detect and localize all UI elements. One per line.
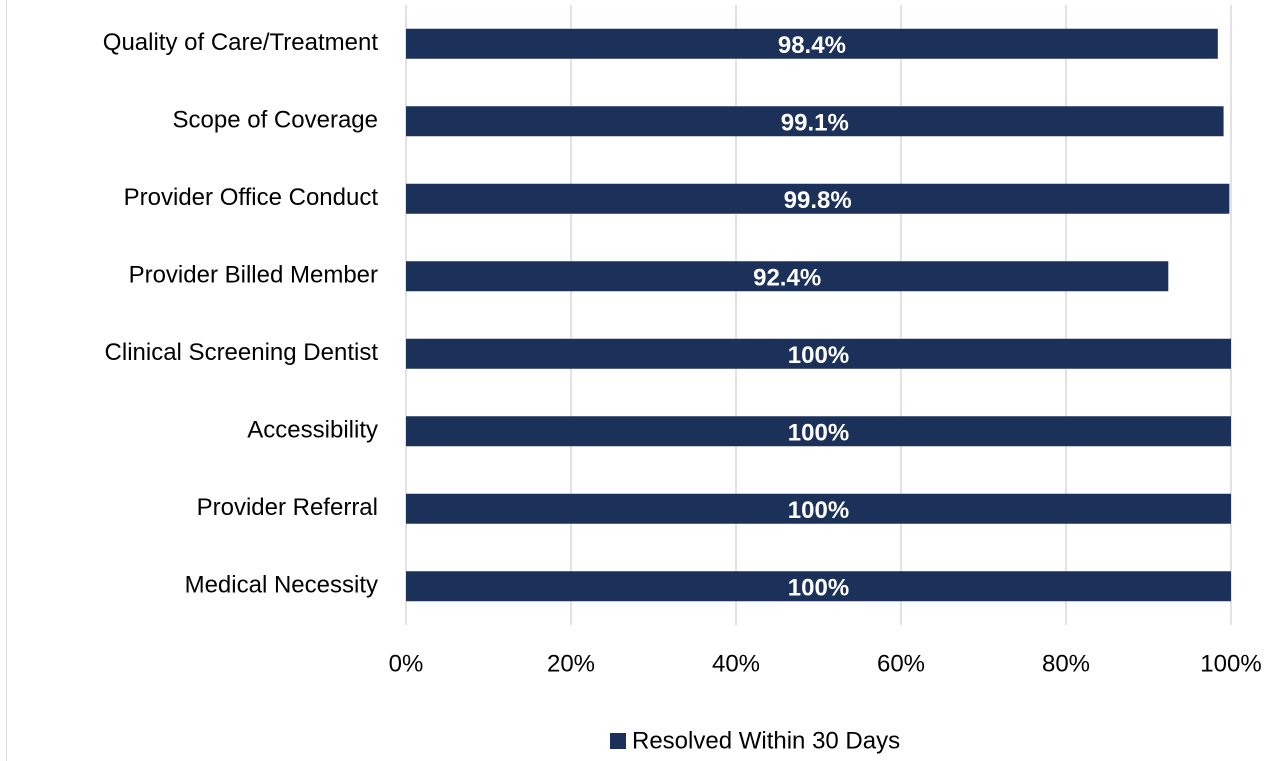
value-label: 99.1% — [781, 110, 849, 137]
value-label: 98.4% — [778, 32, 846, 59]
value-label: 100% — [788, 575, 849, 602]
value-label: 100% — [788, 420, 849, 447]
y-tick-label: Accessibility — [247, 417, 378, 444]
x-tick-label: 100% — [1200, 650, 1261, 677]
bar — [406, 183, 1230, 214]
y-tick-label: Provider Office Conduct — [124, 184, 379, 211]
value-label: 100% — [788, 342, 849, 369]
value-label: 92.4% — [753, 265, 821, 292]
y-tick-label: Medical Necessity — [185, 572, 378, 599]
x-tick-label: 20% — [547, 650, 595, 677]
legend-swatch — [610, 733, 626, 749]
bar — [406, 261, 1169, 292]
x-tick-label: 80% — [1042, 650, 1090, 677]
legend-label: Resolved Within 30 Days — [632, 727, 900, 754]
y-tick-label: Scope of Coverage — [173, 107, 378, 134]
value-label: 99.8% — [784, 187, 852, 214]
x-tick-label: 60% — [877, 650, 925, 677]
y-tick-label: Provider Billed Member — [129, 262, 378, 289]
bar — [406, 493, 1231, 524]
y-tick-label: Clinical Screening Dentist — [105, 339, 379, 366]
bar — [406, 28, 1218, 59]
bar — [406, 416, 1231, 447]
bar — [406, 571, 1231, 602]
y-tick-label: Quality of Care/Treatment — [103, 29, 379, 56]
y-tick-label: Provider Referral — [197, 494, 378, 521]
value-label: 100% — [788, 497, 849, 524]
bar — [406, 106, 1224, 137]
x-tick-label: 40% — [712, 650, 760, 677]
x-tick-label: 0% — [389, 650, 424, 677]
bar — [406, 338, 1231, 369]
